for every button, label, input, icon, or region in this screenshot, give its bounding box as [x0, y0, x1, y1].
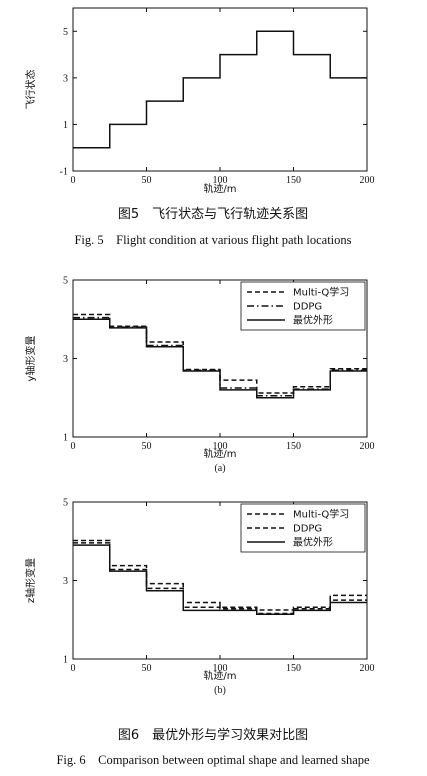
- y-tick-label: 3: [63, 354, 68, 365]
- series-line-2: [73, 318, 367, 399]
- x-tick-label: 100: [213, 663, 228, 674]
- x-tick-label: 0: [71, 175, 76, 186]
- x-tick-label: 200: [360, 663, 375, 674]
- legend-label: 最优外形: [293, 314, 333, 327]
- series-line-0: [73, 30, 367, 149]
- y-axis-label: y轴形变量: [24, 336, 37, 382]
- series-line-2: [73, 544, 367, 615]
- y-tick-label: 1: [63, 655, 68, 666]
- x-tick-label: 50: [142, 175, 152, 186]
- y-tick-label: 3: [63, 576, 68, 587]
- chart-fig6b: 0 50 100 150 200 1 3 5 轨迹/m z轴形变量 (b) Multi-Q学习 DDPG…: [24, 498, 375, 697]
- y-tick-label: 1: [63, 120, 68, 131]
- x-tick-label: 200: [360, 441, 375, 452]
- x-axis-label: 轨迹/m: [203, 182, 236, 195]
- legend-box: [240, 503, 366, 553]
- chart-fig5: 0 50 100 150 200 -1 1 3 5 轨迹/m 飞行状态: [24, 7, 375, 195]
- series-line-1: [73, 542, 367, 615]
- y-tick-label: 3: [63, 73, 68, 84]
- x-axis-label: 轨迹/m: [203, 669, 236, 682]
- y-axis-label: z轴形变量: [24, 558, 37, 603]
- y-tick-label: 5: [63, 27, 68, 38]
- chart-fig6a: 0 50 100 150 200 1 3 5 轨迹/m y轴形变量 (a) Multi-Q学习 DDPG…: [24, 276, 375, 475]
- fig5-caption-cn: 图5 飞行状态与飞行轨迹关系图: [118, 207, 308, 222]
- x-tick-label: 150: [286, 175, 301, 186]
- series-line-0: [73, 313, 367, 394]
- legend-label: Multi-Q学习: [293, 286, 349, 299]
- legend-label: DDPG: [293, 524, 322, 535]
- legend-label: DDPG: [293, 302, 322, 313]
- legend-label: 最优外形: [293, 536, 333, 549]
- legend-label: Multi-Q学习: [293, 508, 349, 521]
- fig6-caption-cn: 图6 最优外形与学习效果对比图: [118, 727, 308, 743]
- y-tick-label: -1: [60, 167, 68, 178]
- panel-subtitle: (b): [214, 685, 226, 696]
- x-tick-label: 150: [286, 663, 301, 674]
- panel-subtitle: (a): [214, 463, 225, 474]
- x-tick-label: 50: [142, 441, 152, 452]
- x-tick-label: 100: [213, 175, 228, 186]
- x-tick-label: 100: [213, 441, 228, 452]
- fig6-caption-en: Fig. 6 Comparison between optimal shape …: [56, 753, 370, 767]
- y-axis-label: 飞行状态: [24, 70, 37, 110]
- fig5-caption-en: Fig. 5 Flight condition at various fligh…: [74, 233, 351, 247]
- y-tick-label: 5: [63, 276, 68, 287]
- y-tick-label: 1: [63, 433, 68, 444]
- y-tick-label: 5: [63, 498, 68, 509]
- series-line-0: [73, 539, 367, 611]
- x-tick-label: 0: [71, 663, 76, 674]
- x-tick-label: 0: [71, 441, 76, 452]
- x-tick-label: 150: [286, 441, 301, 452]
- x-axis-label: 轨迹/m: [203, 447, 236, 460]
- plot-frame: [72, 7, 368, 172]
- x-tick-label: 50: [142, 663, 152, 674]
- x-tick-label: 200: [360, 175, 375, 186]
